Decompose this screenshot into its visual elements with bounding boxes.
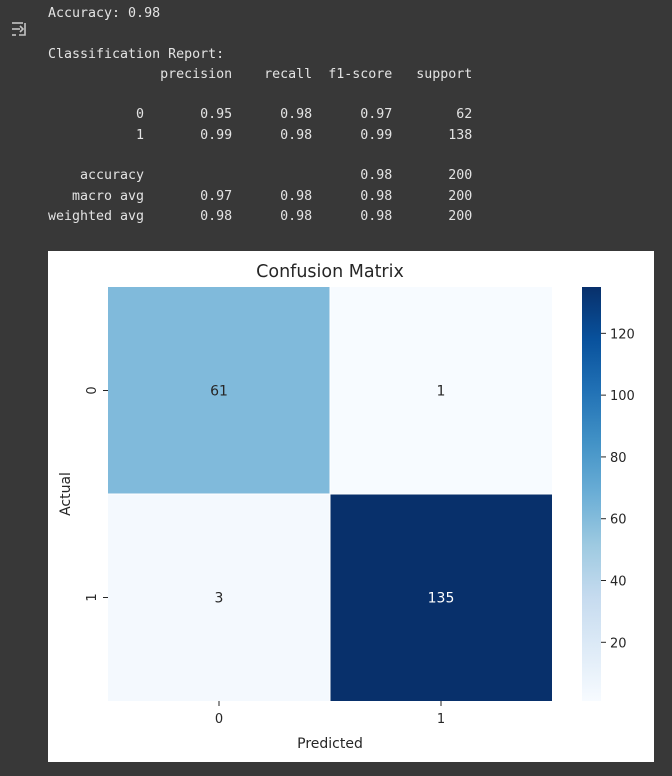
colorbar-tick-label-40: 40 — [610, 575, 627, 590]
y-axis-label: Actual — [58, 472, 74, 516]
colorbar-tick-label-120: 120 — [610, 327, 635, 342]
y-tick-label-1: 1 — [85, 593, 100, 601]
chart-title: Confusion Matrix — [256, 262, 404, 282]
heatmap-cell-r1-c0 — [108, 494, 330, 701]
x-axis-label: Predicted — [297, 736, 363, 752]
cell-output-text: Accuracy: 0.98 Classification Report: pr… — [48, 4, 472, 227]
report-title: Classification Report: — [48, 46, 225, 62]
report-row-class-1: 1 0.99 0.98 0.99 138 — [48, 127, 473, 143]
y-tick-label-0: 0 — [85, 386, 100, 394]
heatmap-cell-r1-c1 — [330, 494, 552, 701]
output-toggle-icon[interactable] — [5, 14, 35, 44]
accuracy-line: Accuracy: 0.98 — [48, 6, 161, 21]
colorbar-tick-label-80: 80 — [610, 451, 627, 466]
report-row-header: precision recall f1-score support — [48, 66, 473, 82]
heatmap-annotation-r0-c1: 1 — [437, 384, 446, 400]
colorbar-tick-label-100: 100 — [610, 389, 635, 404]
report-row-weighted-avg: weighted avg 0.98 0.98 0.98 200 — [48, 208, 473, 224]
colorbar-tick-label-20: 20 — [610, 636, 627, 651]
report-row-accuracy: accuracy 0.98 200 — [48, 168, 473, 184]
heatmap-annotation-r1-c1: 135 — [428, 591, 455, 607]
x-tick-label-1: 1 — [437, 712, 445, 727]
heatmap-annotation-r0-c0: 61 — [210, 384, 228, 400]
confusion-matrix-chart: Confusion Matrix 61 13 135 0 101 Predicted … — [58, 262, 635, 752]
report-row-macro-avg: macro avg 0.97 0.98 0.98 200 — [48, 188, 473, 204]
heatmap-cell-r0-c1 — [330, 287, 552, 494]
heatmap-annotation-r1-c0: 3 — [215, 591, 224, 607]
colorbar-tick-label-60: 60 — [610, 513, 627, 528]
report-row-class-0: 0 0.95 0.98 0.97 62 — [48, 107, 473, 123]
x-tick-label-0: 0 — [215, 712, 223, 727]
colorbar — [582, 287, 601, 701]
heatmap-cell-r0-c0 — [108, 287, 330, 494]
